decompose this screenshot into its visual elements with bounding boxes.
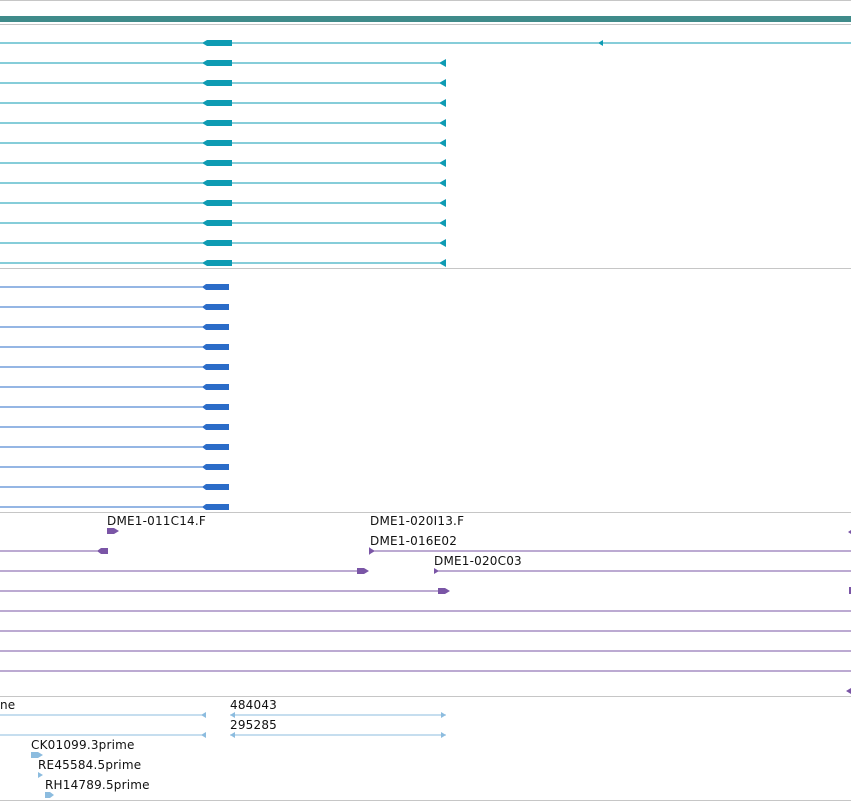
cdna-row[interactable] [0,376,851,396]
bac-end-row[interactable] [0,660,851,680]
transcript-row[interactable] [0,192,851,212]
transcript-row[interactable] [0,152,851,172]
transcript-row[interactable] [0,112,851,132]
scale-bar[interactable] [0,16,851,22]
feature-label[interactable]: DME1-011C14.F [107,514,207,528]
cdna-row[interactable] [0,416,851,436]
feature-label[interactable]: RH14789.5prime [45,778,150,792]
feature-label[interactable]: DME1-016E02 [370,534,458,548]
transcript-row[interactable] [0,52,851,72]
track-divider [0,24,851,25]
feature-label[interactable]: DME1-020C03 [434,554,522,568]
transcript-row[interactable] [0,72,851,92]
cdna-row[interactable] [0,336,851,356]
feature-label[interactable]: ne [0,698,16,712]
track-divider [0,0,851,1]
transcript-row[interactable] [0,172,851,192]
feature-label[interactable]: CK01099.3prime [31,738,135,752]
bac-end-row[interactable] [0,520,851,540]
cdna-row[interactable] [0,276,851,296]
track-divider [0,512,851,513]
cdna-row[interactable] [0,316,851,336]
feature-label[interactable]: RE45584.5prime [38,758,142,772]
transcript-row[interactable] [0,32,851,52]
est-row[interactable] [0,704,851,724]
transcript-row[interactable] [0,252,851,272]
bac-end-row[interactable] [0,600,851,620]
bac-end-row[interactable] [0,560,851,580]
bac-end-row[interactable] [0,580,851,600]
est-row[interactable] [0,784,851,804]
cdna-row[interactable] [0,476,851,496]
est-row[interactable] [0,744,851,764]
feature-label[interactable]: 484043 [230,698,278,712]
bac-end-row[interactable] [0,540,851,560]
cdna-row[interactable] [0,496,851,516]
cdna-row[interactable] [0,296,851,316]
cdna-row[interactable] [0,396,851,416]
transcript-row[interactable] [0,92,851,112]
transcript-row[interactable] [0,132,851,152]
track-divider [0,696,851,697]
bac-end-row[interactable] [0,640,851,660]
est-row[interactable] [0,724,851,744]
transcript-row[interactable] [0,232,851,252]
est-row[interactable] [0,764,851,784]
feature-label[interactable]: 295285 [230,718,278,732]
track-divider [0,268,851,269]
feature-label[interactable]: DME1-020I13.F [370,514,465,528]
transcript-row[interactable] [0,212,851,232]
cdna-row[interactable] [0,436,851,456]
bac-end-row[interactable] [0,620,851,640]
cdna-row[interactable] [0,356,851,376]
bac-end-row[interactable] [0,680,851,700]
cdna-row[interactable] [0,456,851,476]
